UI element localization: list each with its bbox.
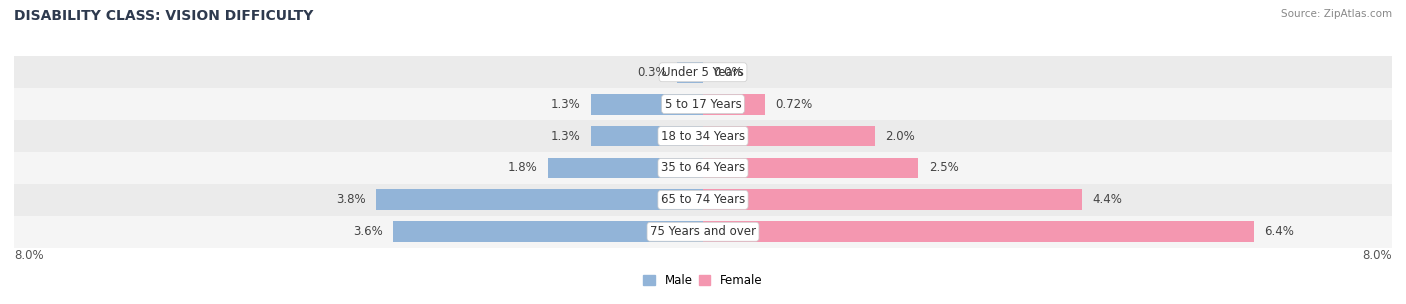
Text: 2.5%: 2.5% [928, 161, 959, 174]
Bar [14, 56, 1392, 88]
Bar [14, 88, 1392, 120]
Text: 3.6%: 3.6% [353, 225, 382, 238]
Bar [703, 157, 918, 178]
Text: 5 to 17 Years: 5 to 17 Years [665, 98, 741, 111]
Text: 8.0%: 8.0% [14, 249, 44, 262]
Text: 35 to 64 Years: 35 to 64 Years [661, 161, 745, 174]
Bar [703, 126, 875, 147]
Legend: Male, Female: Male, Female [638, 270, 768, 292]
Text: 4.4%: 4.4% [1092, 193, 1122, 206]
Text: 1.3%: 1.3% [551, 130, 581, 143]
Bar [591, 126, 703, 147]
Bar [14, 216, 1392, 248]
Bar [703, 189, 1083, 210]
Bar [591, 94, 703, 115]
Bar [375, 189, 703, 210]
Bar [392, 221, 703, 242]
Text: 18 to 34 Years: 18 to 34 Years [661, 130, 745, 143]
Text: 0.72%: 0.72% [775, 98, 813, 111]
Bar [703, 221, 1254, 242]
Text: 0.0%: 0.0% [713, 66, 742, 79]
Text: 65 to 74 Years: 65 to 74 Years [661, 193, 745, 206]
Bar [703, 94, 765, 115]
Text: 3.8%: 3.8% [336, 193, 366, 206]
Text: Source: ZipAtlas.com: Source: ZipAtlas.com [1281, 9, 1392, 19]
Text: 1.3%: 1.3% [551, 98, 581, 111]
Text: 6.4%: 6.4% [1264, 225, 1295, 238]
Bar [14, 120, 1392, 152]
Bar [548, 157, 703, 178]
Text: 75 Years and over: 75 Years and over [650, 225, 756, 238]
Text: 2.0%: 2.0% [886, 130, 915, 143]
Bar [678, 62, 703, 83]
Text: Under 5 Years: Under 5 Years [662, 66, 744, 79]
Bar [14, 184, 1392, 216]
Text: DISABILITY CLASS: VISION DIFFICULTY: DISABILITY CLASS: VISION DIFFICULTY [14, 9, 314, 23]
Text: 8.0%: 8.0% [1362, 249, 1392, 262]
Bar [14, 152, 1392, 184]
Text: 1.8%: 1.8% [508, 161, 537, 174]
Text: 0.3%: 0.3% [637, 66, 666, 79]
